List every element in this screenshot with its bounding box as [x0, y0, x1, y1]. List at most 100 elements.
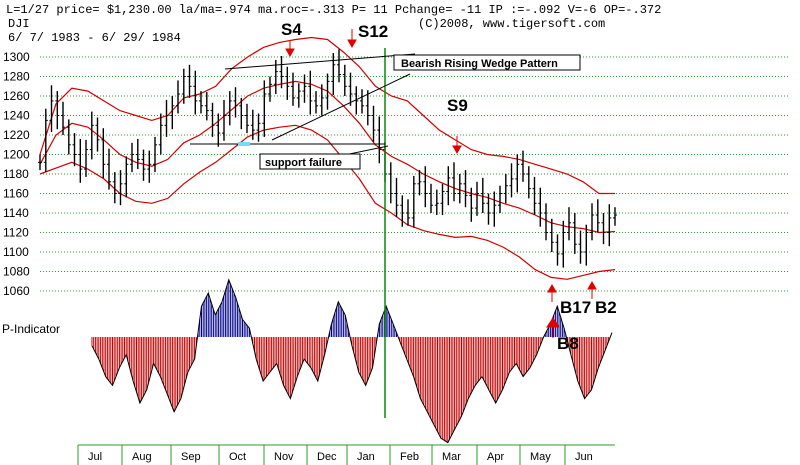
price-bar: [607, 204, 612, 247]
price-bar: [55, 91, 60, 130]
price-bar: [256, 113, 261, 142]
month-tick-label: Feb: [400, 451, 419, 463]
price-bar: [89, 111, 94, 160]
price-bar: [66, 119, 71, 155]
price-bar: [130, 142, 134, 173]
price-bar: [49, 85, 54, 133]
price-bar: [43, 108, 48, 173]
price-bar: [429, 183, 433, 213]
price-bar: [480, 177, 485, 213]
price-bar: [354, 86, 359, 115]
price-bar: [279, 56, 284, 89]
month-axis: Jul Aug Sep Oct Nov Dec Jan Feb Mar Apr May Jun: [77, 444, 615, 465]
price-bar: [296, 83, 301, 108]
price-bar: [112, 172, 117, 204]
arrow-b2: [587, 280, 597, 299]
month-tick-label: Oct: [229, 451, 246, 463]
price-bar: [72, 133, 77, 167]
month-tick-label: Apr: [487, 451, 504, 463]
price-bar: [434, 189, 439, 215]
support-marker: [238, 142, 250, 146]
price-bar: [544, 203, 548, 241]
price-bar: [78, 138, 83, 183]
signal-b8: B8: [557, 334, 579, 353]
price-bar: [141, 149, 146, 181]
price-bar: [515, 154, 520, 193]
price-bar: [181, 68, 186, 104]
price-bar: [319, 84, 324, 116]
price-bar: [222, 99, 226, 141]
price-bar: [250, 109, 255, 140]
price-bar: [348, 72, 353, 106]
p-indicator-histogram: [91, 278, 613, 444]
price-bar: [521, 150, 525, 182]
price-bar: [486, 193, 491, 225]
price-bar: [331, 53, 336, 95]
price-gridlines: [40, 56, 790, 292]
price-bar: [158, 113, 163, 155]
price-bar: [613, 207, 617, 226]
wedge-lower-line: [271, 73, 411, 141]
price-bar: [101, 128, 106, 178]
support-failure-annotation: support failure: [259, 153, 361, 170]
price-bar: [440, 183, 445, 215]
price-bar: [199, 91, 203, 114]
price-bar: [176, 80, 180, 114]
price-bar: [423, 166, 428, 208]
copyright-label: (C)2008, www.tigersoft.com: [418, 17, 605, 31]
price-bar: [365, 90, 370, 126]
price-bar: [555, 234, 560, 266]
price-candles: [38, 49, 617, 268]
price-bar: [204, 92, 209, 121]
price-bar: [457, 174, 462, 204]
month-tick-label: Jul: [88, 451, 102, 463]
price-bar: [187, 64, 192, 98]
price-bar: [475, 181, 479, 216]
price-bar: [532, 176, 537, 215]
price-bar: [118, 170, 123, 206]
price-bar: [578, 230, 583, 264]
arrow-b8: [546, 317, 560, 338]
ticker-label: DJI: [8, 17, 30, 31]
price-bar: [285, 66, 290, 100]
price-bar: [95, 117, 100, 152]
y-tick-label: 1180: [3, 167, 29, 181]
price-bar: [400, 195, 405, 227]
price-bar: [245, 103, 249, 134]
month-tick-label: Jan: [357, 451, 375, 463]
price-bar: [153, 136, 157, 173]
price-bar: [308, 70, 313, 115]
price-bar: [273, 59, 278, 94]
month-tick-label: Dec: [317, 451, 337, 463]
y-tick-label: 1160: [3, 187, 29, 201]
price-bar: [216, 113, 221, 147]
price-bar: [567, 207, 571, 241]
arrow-b17: [547, 283, 557, 302]
price-bar: [377, 116, 382, 164]
signal-b2: B2: [595, 298, 617, 317]
price-bar: [538, 187, 543, 227]
price-bar: [61, 101, 65, 135]
wedge-annotation: Bearish Rising Wedge Pattern: [393, 54, 581, 71]
price-bar: [549, 218, 554, 252]
y-tick-label: 1260: [3, 89, 30, 103]
price-bar: [498, 185, 502, 213]
price-bar: [268, 76, 272, 102]
price-bar: [446, 166, 451, 206]
y-tick-label: 1080: [3, 265, 30, 279]
price-bar: [360, 89, 364, 114]
month-tick-label: Sep: [181, 451, 201, 463]
price-bar: [371, 105, 376, 142]
price-bar: [561, 220, 566, 268]
y-tick-label: 1120: [3, 226, 29, 240]
y-tick-label: 1240: [3, 109, 30, 123]
price-bar: [492, 191, 497, 227]
header-line: L=1/27 price= $1,230.00 la/ma=.974 ma.ro…: [6, 3, 661, 17]
month-tick-label: Mar: [442, 451, 461, 463]
month-tick-label: Aug: [132, 451, 152, 463]
y-tick-label: 1060: [3, 284, 30, 298]
price-bar: [469, 187, 474, 222]
signal-s12: S12: [358, 22, 388, 41]
price-bar: [394, 177, 399, 217]
arrow-s12: [347, 29, 357, 49]
